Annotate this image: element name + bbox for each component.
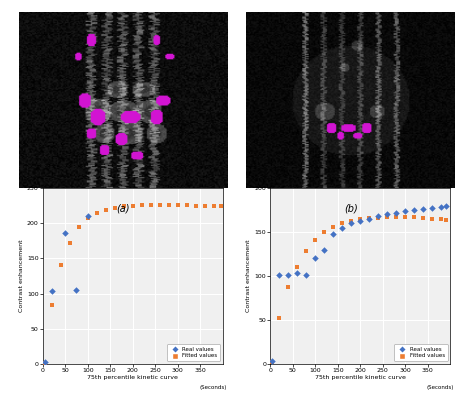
Point: [269, 358, 276, 364]
Point: [442, 203, 449, 210]
Point: [356, 216, 364, 222]
Point: [401, 208, 409, 214]
Point: [174, 202, 182, 208]
Point: [392, 214, 400, 220]
Point: [269, 359, 276, 366]
Point: [73, 287, 80, 293]
Point: [48, 288, 55, 295]
Point: [338, 224, 346, 231]
Point: [48, 302, 55, 308]
Point: [347, 220, 355, 226]
Text: (Seconds): (Seconds): [199, 385, 227, 390]
Point: [438, 216, 445, 222]
Y-axis label: Contrast enhancement: Contrast enhancement: [19, 240, 24, 312]
Point: [392, 210, 400, 216]
Point: [147, 202, 155, 208]
Point: [293, 264, 301, 270]
Point: [102, 207, 109, 213]
Point: [84, 215, 91, 222]
Point: [442, 216, 449, 223]
Point: [401, 214, 409, 220]
Point: [419, 215, 427, 221]
Point: [320, 229, 328, 235]
Point: [374, 215, 382, 221]
Point: [356, 217, 364, 224]
Point: [57, 262, 64, 269]
Point: [61, 230, 69, 236]
Point: [138, 202, 146, 208]
Text: (Seconds): (Seconds): [427, 385, 454, 390]
Point: [275, 272, 283, 278]
Point: [302, 248, 310, 254]
Point: [41, 359, 49, 365]
X-axis label: 75th percentile kinetic curve: 75th percentile kinetic curve: [315, 374, 406, 380]
Point: [201, 202, 209, 209]
Point: [311, 237, 319, 243]
Point: [165, 202, 173, 208]
Legend: Real values, Fitted values: Real values, Fitted values: [166, 344, 220, 361]
Point: [41, 359, 49, 366]
Point: [66, 240, 73, 246]
Text: (a): (a): [117, 204, 130, 214]
Point: [329, 230, 337, 237]
Point: [438, 204, 445, 210]
Point: [419, 206, 427, 212]
Point: [347, 217, 355, 224]
Y-axis label: Contrast enhancement: Contrast enhancement: [246, 240, 252, 312]
Point: [93, 210, 100, 216]
Point: [217, 203, 224, 210]
Point: [284, 272, 292, 278]
Text: (b): (b): [344, 204, 358, 214]
Point: [84, 213, 91, 219]
Point: [365, 215, 373, 221]
Point: [374, 213, 382, 219]
X-axis label: 75th percentile kinetic curve: 75th percentile kinetic curve: [87, 374, 178, 380]
Point: [129, 202, 137, 209]
Point: [329, 224, 337, 230]
Point: [120, 203, 128, 210]
Point: [183, 202, 191, 208]
Point: [428, 216, 436, 222]
Point: [365, 216, 373, 222]
Point: [156, 202, 164, 208]
Point: [338, 220, 346, 226]
Point: [311, 255, 319, 262]
Point: [383, 211, 391, 218]
Point: [275, 315, 283, 322]
Point: [410, 214, 418, 220]
Point: [210, 203, 218, 210]
Point: [410, 207, 418, 213]
Point: [428, 205, 436, 212]
Point: [192, 202, 200, 209]
Point: [320, 246, 328, 253]
Point: [75, 224, 82, 230]
Point: [111, 204, 118, 211]
Point: [302, 272, 310, 278]
Point: [293, 270, 301, 276]
Legend: Real values, Fitted values: Real values, Fitted values: [394, 344, 447, 361]
Point: [284, 284, 292, 291]
Point: [383, 214, 391, 220]
